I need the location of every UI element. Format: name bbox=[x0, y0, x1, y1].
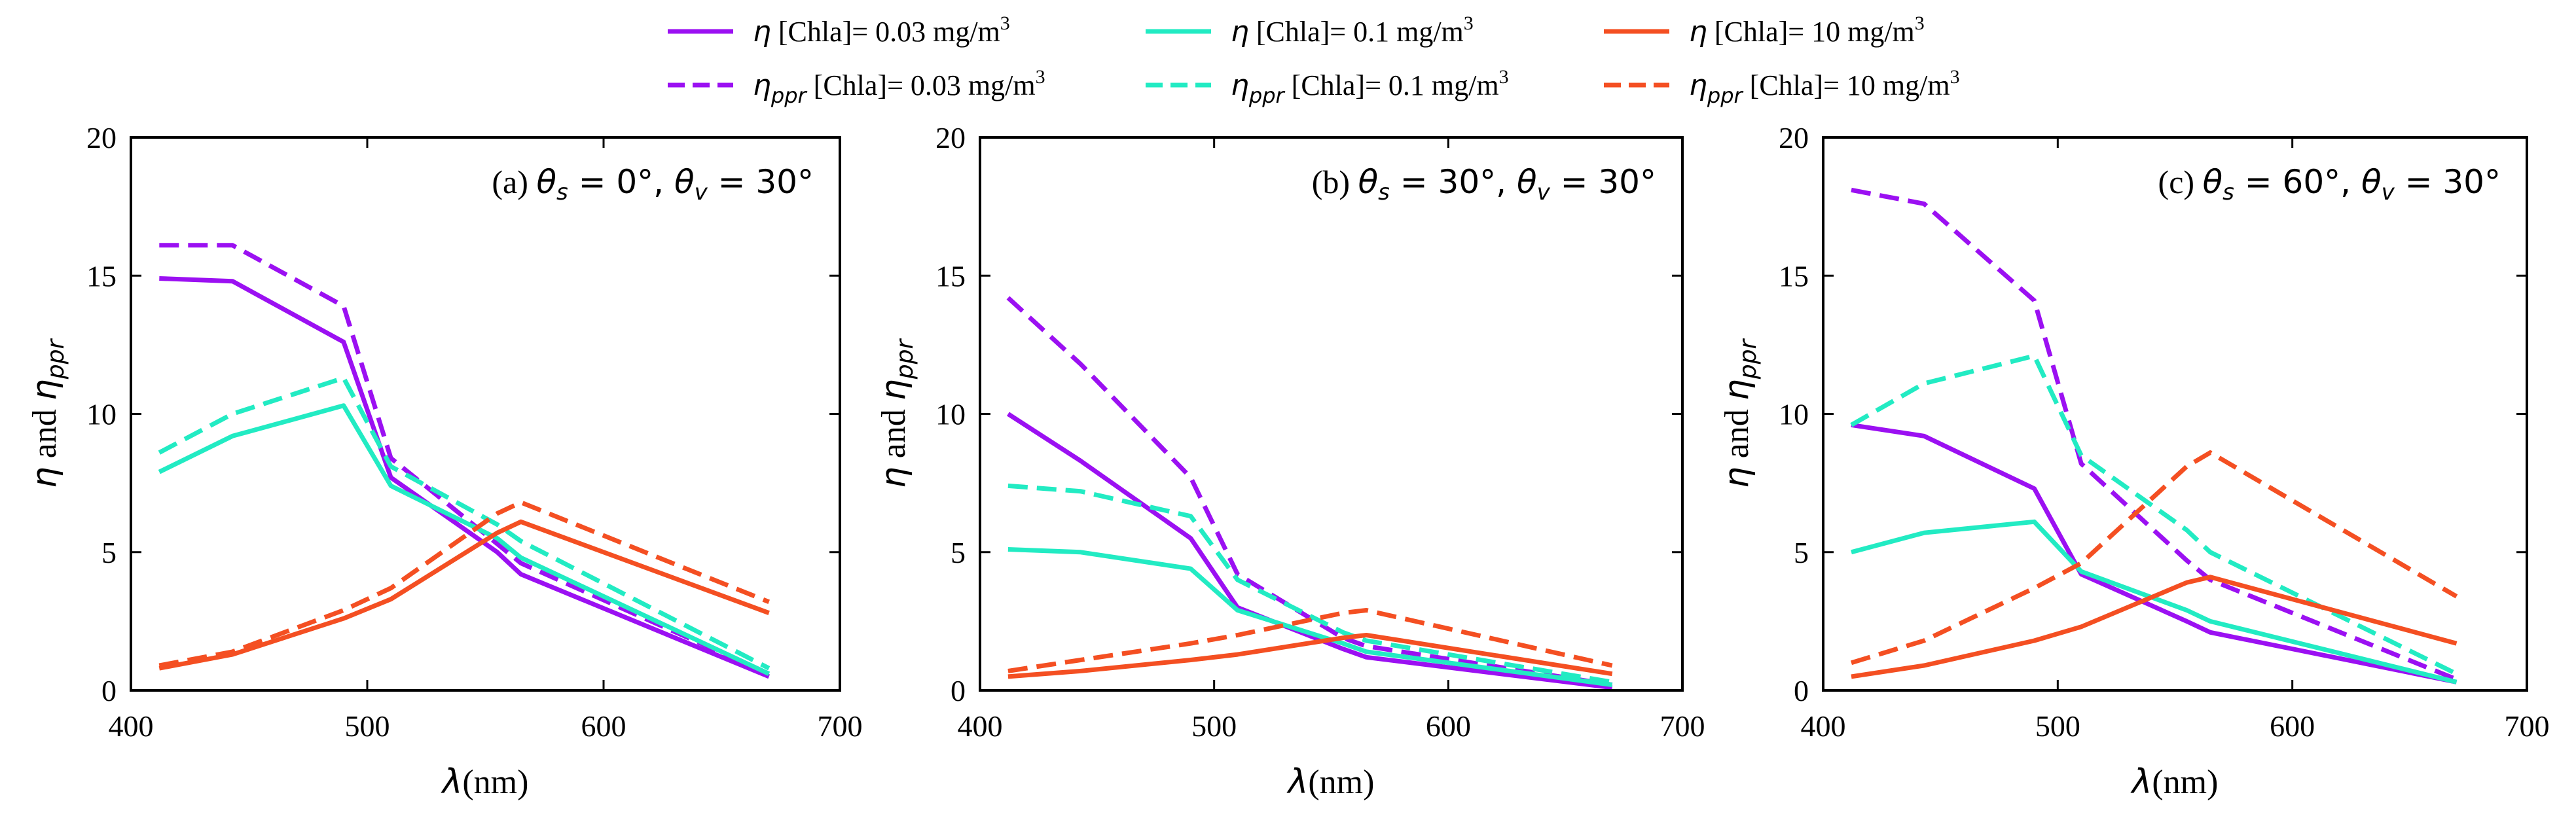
legend-label: η [Chla]= 0.1 mg/m3 bbox=[1231, 12, 1474, 48]
series-line bbox=[158, 519, 770, 671]
legend-label: η [Chla]= 10 mg/m3 bbox=[1689, 12, 1925, 48]
y-axis-label: η and ηppr bbox=[874, 338, 918, 489]
y-tick-label: 0 bbox=[951, 674, 966, 707]
series-line-ppr bbox=[1850, 450, 2458, 666]
series-line-ppr bbox=[1850, 353, 2458, 676]
legend-entry: η [Chla]= 10 mg/m3 bbox=[1604, 12, 1925, 48]
x-tick-label: 500 bbox=[2035, 709, 2080, 743]
y-tick-label: 20 bbox=[935, 121, 966, 154]
series-line bbox=[1851, 575, 2458, 679]
x-axis-label: λ(nm) bbox=[441, 762, 529, 802]
x-tick-label: 700 bbox=[818, 709, 863, 743]
legend-entry: η [Chla]= 0.03 mg/m3 bbox=[668, 12, 1010, 48]
series-line bbox=[158, 403, 771, 676]
chart-panel: 400 500 600 700 0 5 10 15 20 λ(nm) η and ηppr (b) θ… bbox=[874, 121, 1705, 802]
series-line-ppr bbox=[1007, 483, 1613, 685]
x-tick-label: 400 bbox=[958, 709, 1003, 743]
y-tick-label: 5 bbox=[951, 536, 966, 569]
series-line bbox=[1007, 633, 1613, 679]
chart-panel: 400 500 600 700 0 5 10 15 20 λ(nm) η and ηppr (a) θ… bbox=[25, 121, 863, 802]
y-tick-label: 10 bbox=[1779, 398, 1809, 431]
series-line bbox=[1007, 547, 1613, 687]
plot-frame bbox=[979, 136, 1684, 692]
chart-panel: 400 500 600 700 0 5 10 15 20 λ(nm) η and ηppr (c) θ… bbox=[1717, 121, 2550, 802]
y-tick-label: 15 bbox=[935, 259, 966, 293]
x-axis-label: λ(nm) bbox=[1286, 762, 1375, 802]
series-group bbox=[1850, 187, 2458, 685]
legend-label: ηppr [Chla]= 10 mg/m3 bbox=[1689, 66, 1960, 108]
y-tick-label: 10 bbox=[935, 398, 966, 431]
y-axis-label: η and ηppr bbox=[1717, 338, 1762, 489]
legend: η [Chla]= 0.03 mg/m3 ηppr [Chla]= 0.03 mg… bbox=[668, 12, 1960, 108]
series-line-ppr bbox=[1851, 187, 2458, 682]
series-group bbox=[158, 243, 771, 679]
panel-title: (b) θs = 30°, θv = 30° bbox=[1312, 163, 1656, 205]
x-tick-label: 600 bbox=[2270, 709, 2315, 743]
x-axis-label: λ(nm) bbox=[2130, 762, 2219, 802]
legend-entry: ηppr [Chla]= 0.1 mg/m3 bbox=[1146, 66, 1509, 108]
series-line bbox=[1851, 519, 2458, 685]
y-tick-label: 10 bbox=[86, 398, 117, 431]
x-tick-label: 400 bbox=[1801, 709, 1846, 743]
y-tick-label: 20 bbox=[86, 121, 117, 154]
legend-label: η [Chla]= 0.03 mg/m3 bbox=[753, 12, 1010, 48]
y-tick-label: 20 bbox=[1779, 121, 1809, 154]
series-line bbox=[1851, 422, 2458, 685]
x-tick-label: 700 bbox=[2505, 709, 2550, 743]
series-line bbox=[159, 276, 771, 679]
x-tick-label: 600 bbox=[1426, 709, 1471, 743]
x-tick-label: 400 bbox=[109, 709, 154, 743]
y-tick-label: 0 bbox=[101, 674, 117, 707]
y-tick-label: 15 bbox=[1779, 259, 1809, 293]
legend-entry: η [Chla]= 0.1 mg/m3 bbox=[1146, 12, 1474, 48]
series-group bbox=[1006, 296, 1613, 690]
x-tick-label: 700 bbox=[1660, 709, 1705, 743]
series-line-ppr bbox=[159, 243, 771, 676]
panel-title: (c) θs = 60°, θv = 30° bbox=[2158, 163, 2501, 205]
legend-entry: ηppr [Chla]= 0.03 mg/m3 bbox=[668, 66, 1045, 108]
panel-title: (a) θs = 0°, θv = 30° bbox=[492, 163, 814, 205]
series-line-ppr bbox=[158, 500, 771, 668]
legend-entry: ηppr [Chla]= 10 mg/m3 bbox=[1604, 66, 1960, 108]
y-tick-label: 0 bbox=[1794, 674, 1809, 707]
x-tick-label: 500 bbox=[1191, 709, 1237, 743]
series-line-ppr bbox=[158, 376, 771, 671]
legend-label: ηppr [Chla]= 0.1 mg/m3 bbox=[1231, 66, 1509, 108]
y-tick-label: 5 bbox=[101, 536, 117, 569]
series-line-ppr bbox=[1006, 296, 1613, 687]
y-axis-label: η and ηppr bbox=[25, 338, 69, 489]
x-tick-label: 600 bbox=[581, 709, 626, 743]
y-tick-label: 15 bbox=[86, 259, 117, 293]
series-line-ppr bbox=[1007, 608, 1613, 673]
x-tick-label: 500 bbox=[345, 709, 390, 743]
y-tick-label: 5 bbox=[1794, 536, 1809, 569]
legend-label: ηppr [Chla]= 0.03 mg/m3 bbox=[753, 66, 1045, 108]
